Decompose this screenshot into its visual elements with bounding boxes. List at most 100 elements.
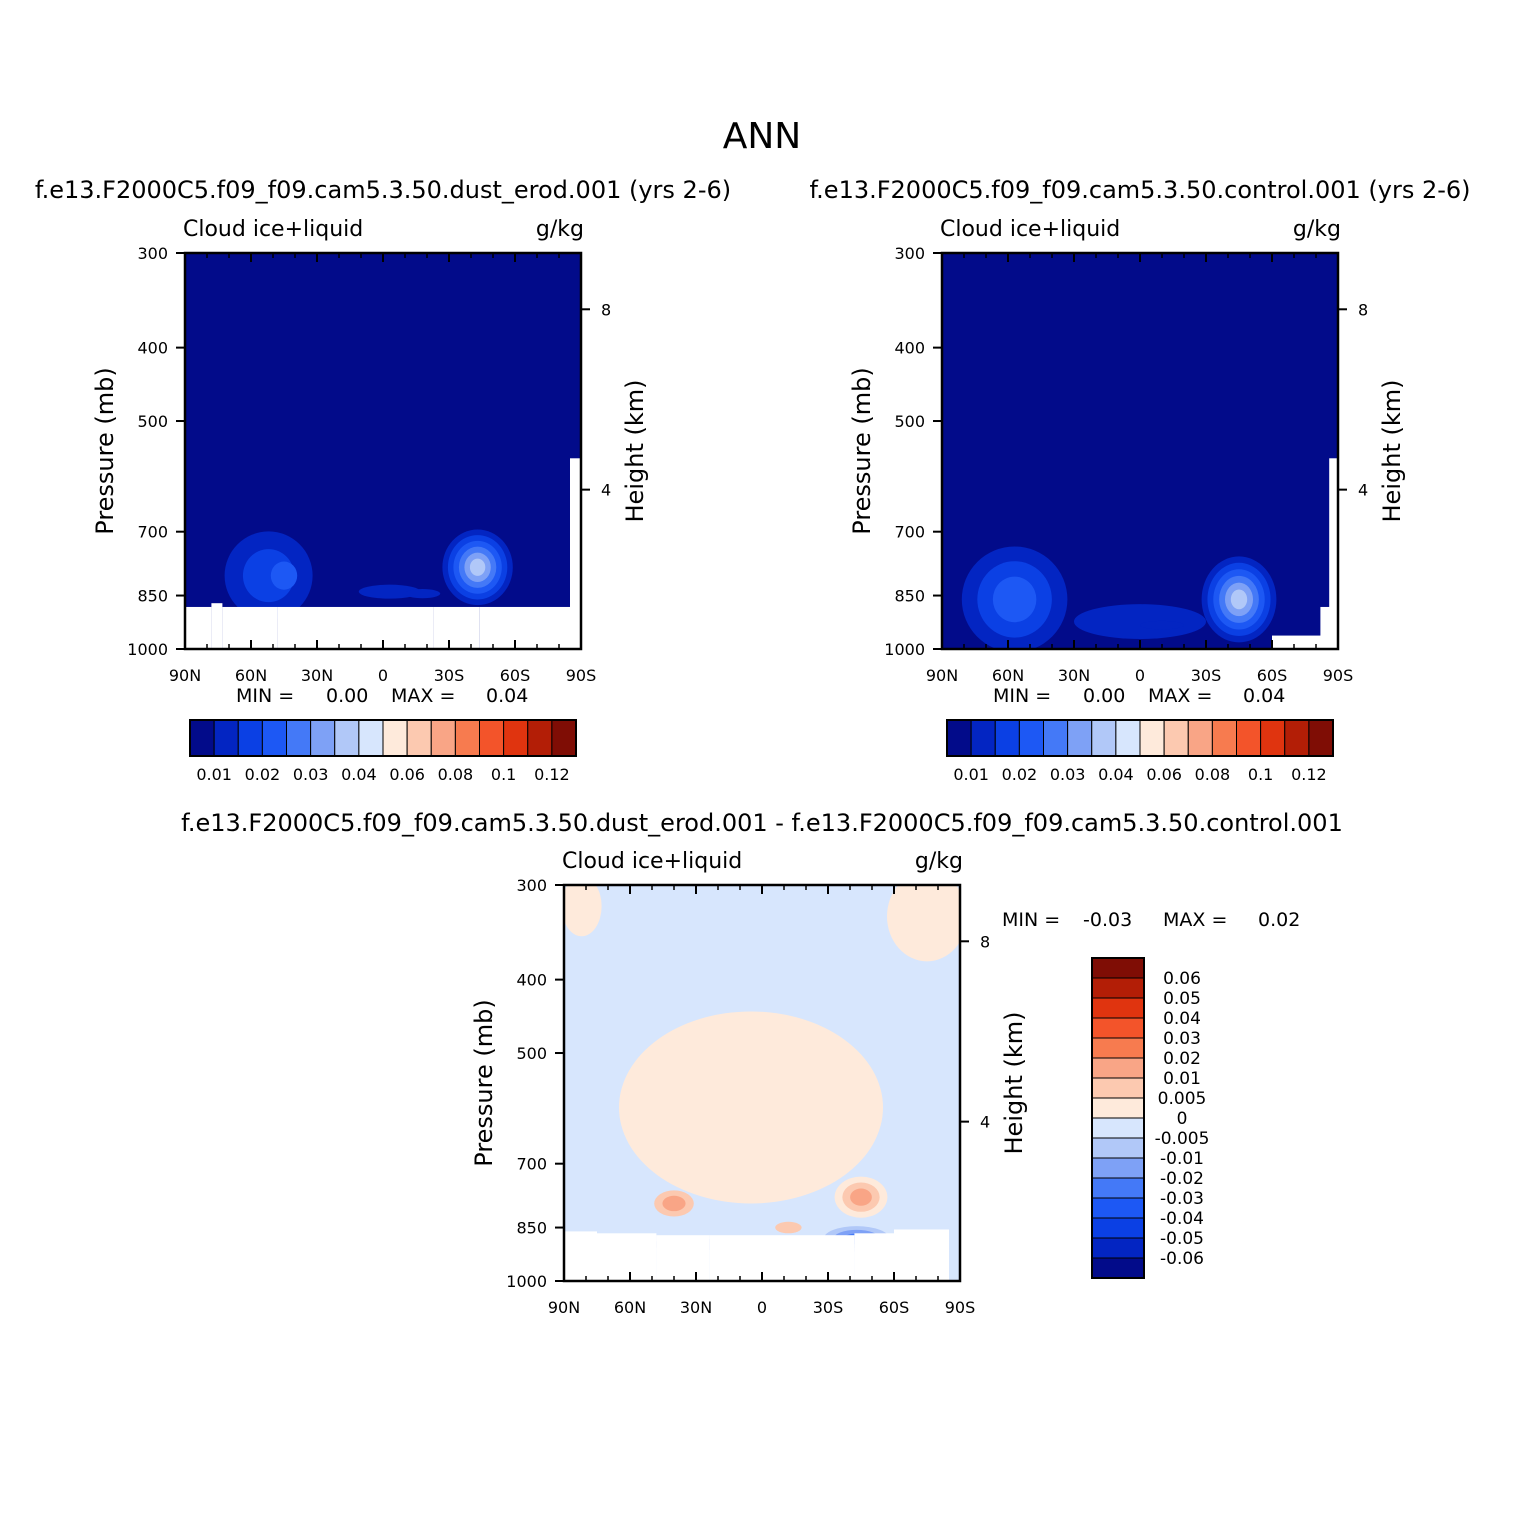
field-name-label: Cloud ice+liquid [183, 217, 363, 242]
colorbar-label: -0.03 [1160, 1189, 1204, 1209]
topography-mask [570, 458, 581, 649]
panel-title: f.e13.F2000C5.f09_f09.cam5.3.50.control.… [809, 176, 1470, 204]
colorbar-box [1211, 719, 1237, 757]
topography-mask [479, 606, 515, 649]
colorbar-frame [946, 719, 1334, 757]
field-name-label: Cloud ice+liquid [940, 217, 1120, 242]
colorbar-label: 0.04 [1163, 1009, 1201, 1029]
units-label: g/kg [536, 217, 584, 242]
colorbar-box [1091, 977, 1145, 999]
colorbar-label: 0.1 [1248, 765, 1273, 784]
colorbar-box [454, 719, 480, 757]
x-tick-label: 90N [548, 1298, 580, 1317]
colorbar-label: -0.02 [1160, 1169, 1204, 1189]
colorbar-label: 0.02 [1002, 765, 1038, 784]
y-axis-label: Pressure (mb) [848, 367, 876, 534]
y-tick-label: 700 [516, 1155, 547, 1174]
colorbar-box [1091, 1017, 1145, 1039]
y-tick-label: 1000 [506, 1272, 547, 1291]
colorbar-label: -0.05 [1160, 1229, 1204, 1249]
colorbar-label: 0.12 [534, 765, 570, 784]
colorbar-box [1091, 1057, 1145, 1079]
x-tick-label: 60N [235, 666, 267, 685]
colorbar-box [430, 719, 456, 757]
topography-mask [433, 606, 480, 649]
panel-title: f.e13.F2000C5.f09_f09.cam5.3.50.dust_ero… [35, 176, 731, 204]
colorbar-box [358, 719, 384, 757]
contour-region [619, 1011, 883, 1204]
colorbar-label: 0.08 [438, 765, 474, 784]
colorbar-box [1163, 719, 1189, 757]
x-tick-label: 30N [680, 1298, 712, 1317]
topography-mask [211, 603, 223, 649]
colorbar-box [1043, 719, 1069, 757]
y-tick-label: 400 [516, 971, 547, 990]
min-label: MIN = [993, 685, 1051, 707]
y-tick-label: 500 [894, 412, 925, 431]
colorbar-label: -0.04 [1160, 1209, 1204, 1229]
colorbar-label: -0.01 [1160, 1149, 1204, 1169]
y-tick-label: 400 [894, 339, 925, 358]
min-label: MIN = [1002, 909, 1060, 931]
x-tick-label: 60S [500, 666, 531, 685]
colorbar-box [551, 719, 577, 757]
colorbar-box [189, 719, 215, 757]
panel2: f.e13.F2000C5.f09_f09.cam5.3.50.control.… [809, 176, 1470, 784]
colorbar-label: 0.01 [196, 765, 232, 784]
colorbar-box [1091, 1237, 1145, 1259]
y2-axis-label: Height (km) [1000, 1012, 1028, 1155]
colorbar-label: 0.06 [1146, 765, 1182, 784]
topography-mask [894, 1229, 949, 1281]
x-tick-label: 0 [1135, 666, 1145, 685]
topography-mask [222, 606, 278, 649]
x-tick-label: 30N [301, 666, 333, 685]
y-tick-label: 500 [137, 412, 168, 431]
topography-mask [597, 1233, 657, 1281]
y2-tick-label: 4 [1358, 481, 1368, 500]
x-tick-label: 60N [614, 1298, 646, 1317]
colorbar-box [479, 719, 505, 757]
colorbar-box [1091, 1077, 1145, 1099]
colorbar-box [1091, 1177, 1145, 1199]
field-name-label: Cloud ice+liquid [562, 849, 742, 874]
colorbar-box [310, 719, 336, 757]
x-tick-label: 30S [813, 1298, 844, 1317]
colorbar-box [261, 719, 287, 757]
colorbar-label: 0.03 [1050, 765, 1086, 784]
panel1: f.e13.F2000C5.f09_f09.cam5.3.50.dust_ero… [35, 176, 731, 784]
topography-mask [806, 1235, 855, 1281]
y-tick-label: 700 [894, 523, 925, 542]
max-value: 0.04 [1243, 685, 1285, 707]
panel-title: f.e13.F2000C5.f09_f09.cam5.3.50.dust_ero… [181, 809, 1343, 837]
max-label: MAX = [1163, 909, 1227, 931]
y-tick-label: 1000 [884, 640, 925, 659]
y-tick-label: 1000 [127, 640, 168, 659]
colorbar-box [237, 719, 263, 757]
colorbar-box [406, 719, 432, 757]
topography-mask [185, 606, 212, 649]
units-label: g/kg [915, 849, 963, 874]
colorbar-box [1308, 719, 1334, 757]
colorbar-box [1091, 957, 1145, 979]
x-tick-label: 0 [757, 1298, 767, 1317]
topography-mask [854, 1233, 894, 1281]
colorbar-box [1284, 719, 1310, 757]
y-tick-label: 300 [894, 244, 925, 263]
y-tick-label: 850 [137, 587, 168, 606]
y-tick-label: 500 [516, 1044, 547, 1063]
plot-area [185, 253, 581, 649]
contour-region [662, 1195, 686, 1212]
y-tick-label: 850 [516, 1219, 547, 1238]
colorbar-label: -0.06 [1160, 1249, 1204, 1269]
colorbar-label: 0.01 [1163, 1069, 1201, 1089]
colorbar-box [1091, 1197, 1145, 1219]
y-axis-label: Pressure (mb) [470, 999, 498, 1166]
contour-region [775, 1221, 802, 1234]
y-tick-label: 300 [137, 244, 168, 263]
colorbar-box [1091, 1097, 1145, 1119]
max-value: 0.04 [486, 685, 528, 707]
y2-tick-label: 8 [601, 300, 611, 319]
colorbar-label: 0.03 [1163, 1029, 1201, 1049]
colorbar-label: 0.005 [1158, 1089, 1207, 1109]
